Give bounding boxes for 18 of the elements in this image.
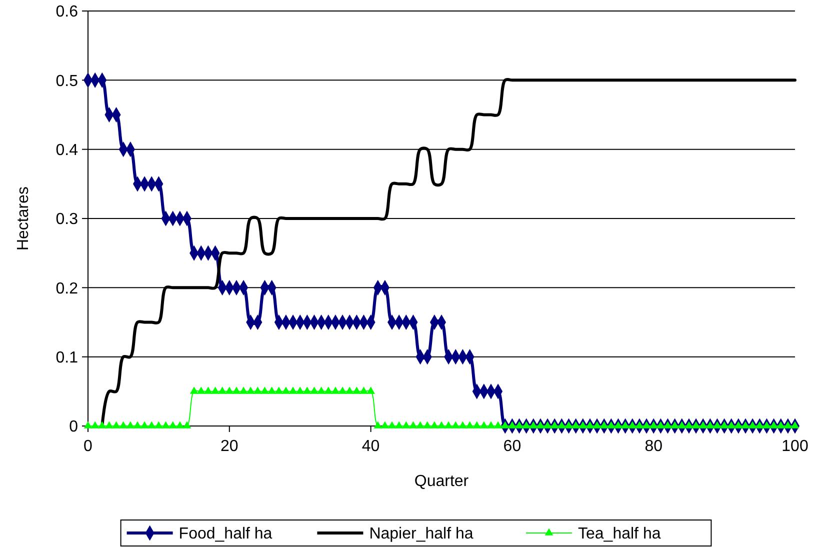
- x-tick-label: 100: [782, 438, 808, 455]
- y-tick-label: 0.6: [56, 4, 78, 21]
- x-tick-label: 60: [503, 438, 522, 455]
- x-tick-label: 0: [84, 438, 93, 455]
- x-axis-title: Quarter: [414, 473, 470, 490]
- x-tick-label: 80: [644, 438, 663, 455]
- y-tick-label: 0.2: [56, 280, 78, 298]
- x-tick-label: 40: [362, 438, 380, 455]
- y-tick-label: 0.4: [56, 142, 78, 159]
- y-tick-label: 0.1: [56, 349, 78, 366]
- y-tick-label: 0: [69, 418, 78, 436]
- legend-label: Food_half ha: [178, 526, 272, 543]
- y-tick-label: 0.3: [56, 211, 78, 228]
- x-tick-label: 20: [220, 438, 238, 455]
- y-tick-label: 0.5: [56, 72, 78, 90]
- legend-label: Tea_half ha: [578, 526, 661, 543]
- y-axis-title: Hectares: [15, 186, 32, 251]
- legend-label: Napier_half ha: [369, 526, 474, 543]
